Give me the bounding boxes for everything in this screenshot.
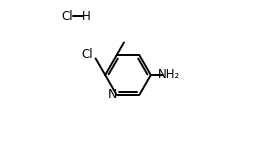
Text: Cl: Cl [62, 10, 73, 23]
Text: NH₂: NH₂ [158, 69, 180, 81]
Text: H: H [82, 10, 90, 23]
Text: Cl: Cl [82, 48, 93, 61]
Text: N: N [108, 88, 118, 101]
